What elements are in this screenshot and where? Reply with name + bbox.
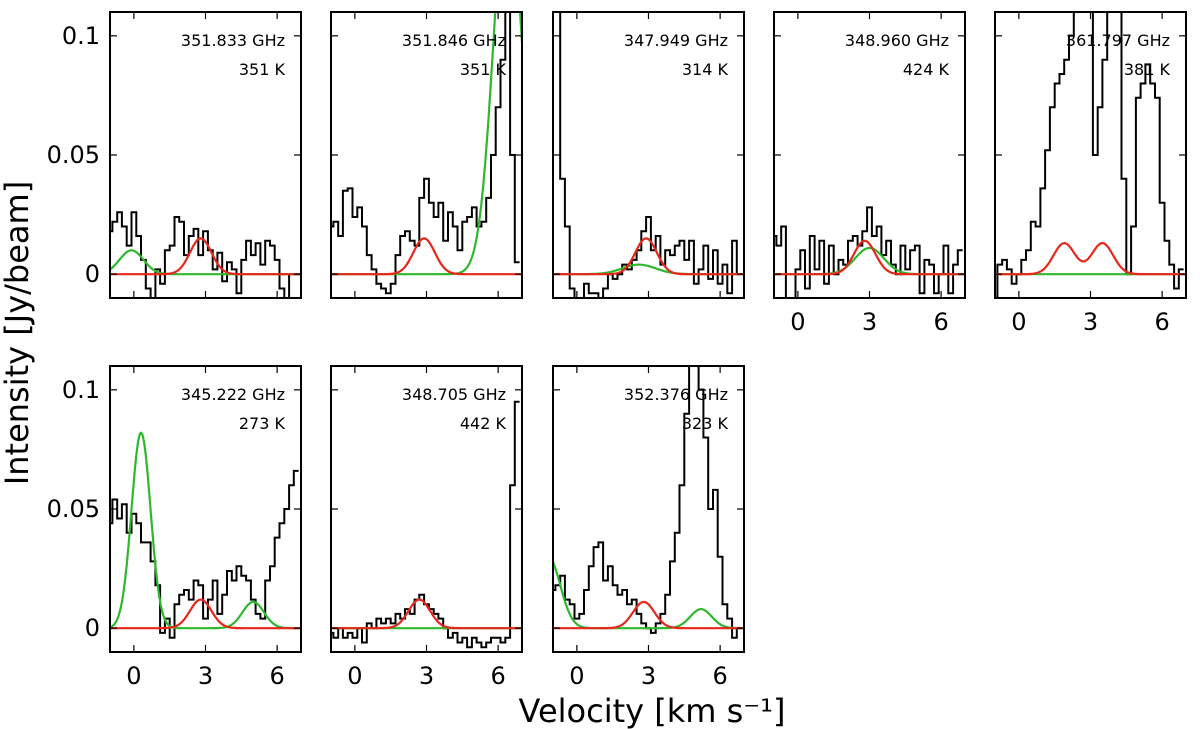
x-tick-label: 3	[641, 662, 656, 690]
model-red-curve	[331, 237, 522, 276]
x-tick-label: 3	[419, 662, 434, 690]
y-tick-label: 0.05	[47, 141, 100, 169]
frequency-label: 351.846 GHz	[402, 31, 506, 50]
frequency-label: 351.833 GHz	[181, 31, 285, 50]
panel-frame	[330, 365, 523, 653]
model-red-curve	[110, 237, 301, 276]
y-tick-label: 0.05	[47, 495, 100, 523]
panel-8: 0 3 6 352.376 GHz 323 K	[552, 365, 745, 690]
model-green-curve	[110, 431, 301, 630]
frequency-label: 347.949 GHz	[624, 31, 728, 50]
observed-spectrum	[774, 206, 963, 298]
panel-frame	[552, 11, 745, 299]
panel-4: 0 3 6 348.960 GHz 424 K	[773, 11, 966, 336]
x-tick-label: 3	[862, 308, 877, 336]
frequency-label: 348.960 GHz	[845, 31, 949, 50]
observed-spectrum	[110, 469, 299, 639]
model-red-curve	[331, 598, 522, 630]
energy-label: 314 K	[682, 60, 729, 79]
model-red-curve	[995, 241, 1186, 276]
observed-spectrum	[995, 12, 1184, 298]
model-red-curve	[553, 600, 744, 630]
energy-label: 381 K	[1124, 60, 1171, 79]
y-axis-label: Intensity [Jy/beam]	[0, 181, 36, 485]
panel-2: 351.846 GHz 351 K	[330, 11, 523, 299]
model-green-curve	[774, 246, 965, 276]
observed-spectrum	[331, 12, 520, 295]
panel-5: 0 3 6 361.797 GHz 381 K	[994, 11, 1187, 336]
x-tick-label: 0	[569, 662, 584, 690]
observed-spectrum	[331, 400, 520, 649]
x-tick-label: 6	[490, 662, 505, 690]
panel-6: 0 0.05 0.1 0 3 6 345.222 GHz 273 K	[47, 365, 302, 690]
x-tick-label: 3	[1083, 308, 1098, 336]
y-tick-label: 0	[85, 260, 100, 288]
energy-label: 424 K	[903, 60, 950, 79]
x-tick-label: 6	[1154, 308, 1169, 336]
energy-label: 351 K	[460, 60, 507, 79]
x-tick-label: 0	[126, 662, 141, 690]
model-green-curve	[553, 263, 744, 276]
panel-grid: 0 0.05 0.1 351.833 GHz 351 K 351.846 GHz 351 K…	[47, 11, 1187, 690]
x-tick-label: 0	[347, 662, 362, 690]
energy-label: 351 K	[239, 60, 286, 79]
y-tick-label: 0.1	[62, 376, 100, 404]
frequency-label: 348.705 GHz	[402, 385, 506, 404]
x-tick-label: 6	[712, 662, 727, 690]
frequency-label: 361.797 GHz	[1066, 31, 1170, 50]
observed-spectrum	[110, 211, 299, 298]
y-tick-label: 0	[85, 614, 100, 642]
panel-frame	[109, 365, 302, 653]
model-green-curve	[553, 561, 744, 630]
observed-spectrum	[559, 12, 742, 298]
x-tick-label: 0	[1011, 308, 1026, 336]
x-tick-label: 3	[198, 662, 213, 690]
energy-label: 273 K	[239, 414, 286, 433]
model-green-curve	[110, 249, 301, 276]
frequency-label: 352.376 GHz	[624, 385, 728, 404]
x-axis-label: Velocity [km s⁻¹]	[519, 692, 786, 729]
frequency-label: 345.222 GHz	[181, 385, 285, 404]
panel-frame	[773, 11, 966, 299]
model-red-curve	[553, 237, 744, 276]
x-tick-label: 6	[269, 662, 284, 690]
x-tick-label: 0	[790, 308, 805, 336]
model-red-curve	[110, 598, 301, 630]
panel-3: 347.949 GHz 314 K	[552, 11, 745, 299]
panel-7: 0 3 6 348.705 GHz 442 K	[330, 365, 523, 690]
model-red-curve	[774, 239, 965, 276]
x-tick-label: 6	[933, 308, 948, 336]
observed-spectrum	[553, 366, 742, 639]
energy-label: 442 K	[460, 414, 507, 433]
panel-1: 0 0.05 0.1 351.833 GHz 351 K	[47, 11, 302, 299]
energy-label: 323 K	[682, 414, 729, 433]
panel-frame	[552, 365, 745, 653]
y-tick-label: 0.1	[62, 22, 100, 50]
